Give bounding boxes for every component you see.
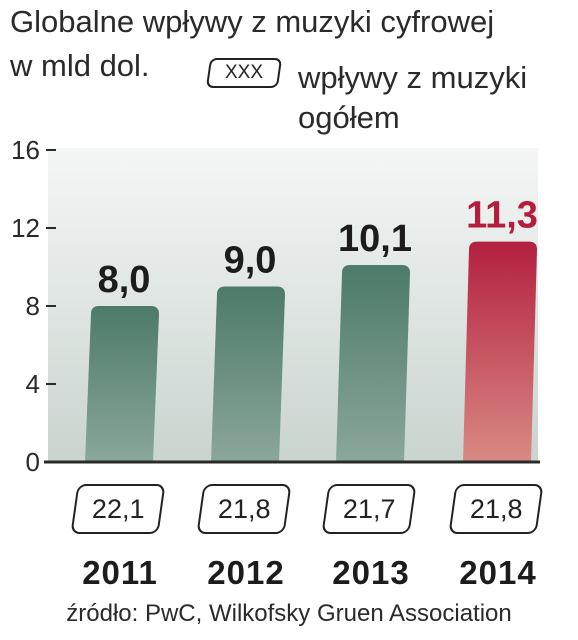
value-label-2014: 11,3 bbox=[466, 195, 538, 237]
total-value: 21,7 bbox=[342, 493, 396, 524]
x-tick-label-2011: 2011 bbox=[82, 554, 158, 591]
total-box-2014: 21,8 bbox=[448, 484, 544, 534]
bars bbox=[85, 241, 537, 462]
value-label-2013: 10,1 bbox=[338, 218, 412, 260]
bar-2011 bbox=[85, 306, 159, 462]
total-box-2013: 21,7 bbox=[321, 484, 417, 534]
value-label-2012: 9,0 bbox=[224, 240, 277, 282]
y-tick-label: 8 bbox=[26, 291, 40, 321]
y-tick-label: 16 bbox=[11, 135, 40, 165]
x-tick-label-2012: 2012 bbox=[207, 554, 285, 591]
x-tick-label-2013: 2013 bbox=[332, 554, 410, 591]
y-tick-label: 12 bbox=[11, 213, 40, 243]
chart-title-line1: Globalne wpływy z muzyki cyfrowej bbox=[10, 4, 495, 39]
total-value: 21,8 bbox=[217, 493, 271, 524]
bar-2012 bbox=[211, 286, 285, 462]
y-tick-label: 0 bbox=[26, 447, 40, 477]
legend-text-line1: wpływy z muzyki bbox=[298, 60, 528, 95]
source-note: źródło: PwC, Wilkofsky Gruen Association bbox=[66, 600, 512, 627]
total-value: 21,8 bbox=[469, 493, 523, 524]
x-tick-label-2014: 2014 bbox=[459, 554, 537, 591]
chart-title-line2: w mld dol. bbox=[10, 48, 150, 83]
value-labels: 8,0 9,0 10,1 11,3 bbox=[98, 195, 538, 301]
bar-2014 bbox=[463, 241, 537, 462]
total-box-2012: 21,8 bbox=[196, 484, 292, 534]
value-label-2011: 8,0 bbox=[98, 259, 151, 301]
total-box-2011: 22,1 bbox=[70, 484, 166, 534]
y-axis: 0 4 8 12 16 bbox=[11, 135, 56, 477]
bar-chart: 0 4 8 12 16 8,0 9,0 10,1 11,3 bbox=[11, 135, 540, 477]
bar-2013 bbox=[336, 265, 410, 462]
total-value: 22,1 bbox=[91, 493, 145, 524]
legend-text-line2: ogółem bbox=[298, 100, 400, 135]
y-tick-label: 4 bbox=[26, 369, 40, 399]
